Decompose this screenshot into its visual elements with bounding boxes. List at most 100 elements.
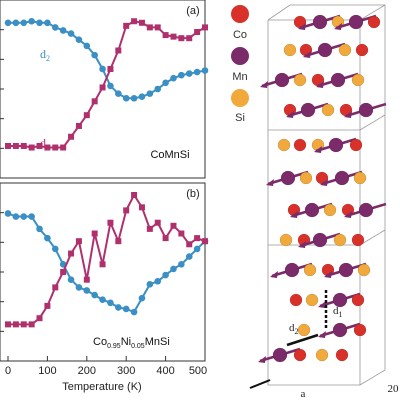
mn-atom [358,102,374,118]
panel-a-frame [0,0,206,179]
co-atom [367,15,381,29]
si-atom [338,43,352,57]
data-point-d2 [154,85,162,93]
data-point-d2 [44,234,51,242]
data-point-d1 [12,142,19,149]
si-legend-sphere [231,89,249,107]
data-point-d1 [99,261,106,268]
mn-atom [312,14,328,30]
data-point-d2 [138,294,146,302]
mn-atom [280,170,296,186]
series-line-d1 [8,20,206,149]
data-point-d1 [202,238,208,245]
data-point-d2 [162,79,169,87]
data-point-d2 [75,36,83,44]
x-tick-label: 0 [5,365,11,377]
data-point-d2 [122,305,130,313]
x-tick-label: 400 [156,365,174,377]
data-point-d1 [68,250,75,257]
data-point-d2 [28,17,35,25]
mn-atom [284,262,300,278]
si-legend-label: Si [235,112,245,124]
co-atom [293,138,307,152]
co-atom [355,43,369,57]
data-point-d1 [123,22,130,29]
si-atom [303,263,317,277]
data-point-d1 [162,32,169,39]
data-point-d1 [202,24,208,31]
data-point-d2 [130,308,138,316]
data-point-d2 [67,276,75,284]
data-point-d2 [67,30,75,37]
spin-arrow-head [316,81,324,88]
spin-arrow-head [314,146,322,153]
data-point-d2 [99,296,106,304]
data-point-d2 [44,19,51,27]
panel-b-frame [0,182,206,362]
mn-atom [348,14,364,30]
data-point-d2 [154,277,162,285]
mn-atom [330,72,346,88]
data-point-d2 [28,213,35,220]
data-point-d1 [91,230,98,237]
data-point-d2 [36,225,43,233]
spin-arrow-head [324,271,332,278]
data-point-d2 [170,265,177,273]
co-atom [353,323,367,337]
mn-atom [332,292,348,308]
data-point-d1 [178,230,185,237]
data-point-d2 [91,51,98,59]
data-point-d2 [99,65,106,73]
data-point-d1 [162,235,169,242]
data-point-d2 [20,213,28,220]
panel-b-plot-area [0,182,209,362]
data-point-d2 [193,68,201,76]
co-legend-label: Co [233,29,247,41]
spin-arrow-head [298,23,306,30]
mn-atom [274,72,290,88]
data-point-d2 [4,210,12,217]
data-point-d2 [115,90,122,97]
data-point-d1 [194,235,201,242]
si-atom [353,171,367,185]
data-point-d2 [162,271,169,279]
co-atom [335,348,349,362]
data-point-d2 [146,281,154,288]
data-point-d2 [115,304,122,311]
data-point-d2 [51,245,59,253]
data-point-d1 [52,144,59,151]
co-legend-sphere [231,5,249,23]
data-point-d1 [107,219,114,226]
si-atom [351,73,365,87]
x-tick-label: 300 [117,365,135,377]
mn-atom [332,322,348,338]
structure-d2-label: d2 [289,322,299,336]
data-point-d2 [12,19,20,27]
data-point-d1 [44,302,51,309]
co-atom [351,293,365,307]
data-point-d2 [146,90,154,97]
x-tick-label: 500 [189,365,207,377]
spin-arrow-head [270,271,278,278]
data-point-d1 [107,65,114,72]
data-point-d2 [12,213,20,220]
spin-arrow-head [318,301,326,308]
spin-arrow-head [320,179,328,186]
si-atom [277,138,291,152]
data-point-d1 [115,238,122,245]
mn-legend-label: Mn [232,71,247,83]
data-point-d1 [20,321,27,328]
data-point-d1 [194,29,201,36]
crystal-axis-a-arrow [249,379,271,389]
data-point-d1 [186,35,193,42]
structure-legend: Co Mn Si [231,5,249,124]
data-point-d1 [91,98,98,105]
data-point-d1 [12,321,19,328]
data-point-d2 [185,253,193,260]
data-point-d2 [20,19,28,27]
data-point-d2 [59,27,67,34]
atoms [258,14,387,363]
data-point-d1 [131,192,138,198]
si-atom [321,103,335,117]
crystal-structure: Co Mn Si d1 d2 a 20 [231,4,399,400]
